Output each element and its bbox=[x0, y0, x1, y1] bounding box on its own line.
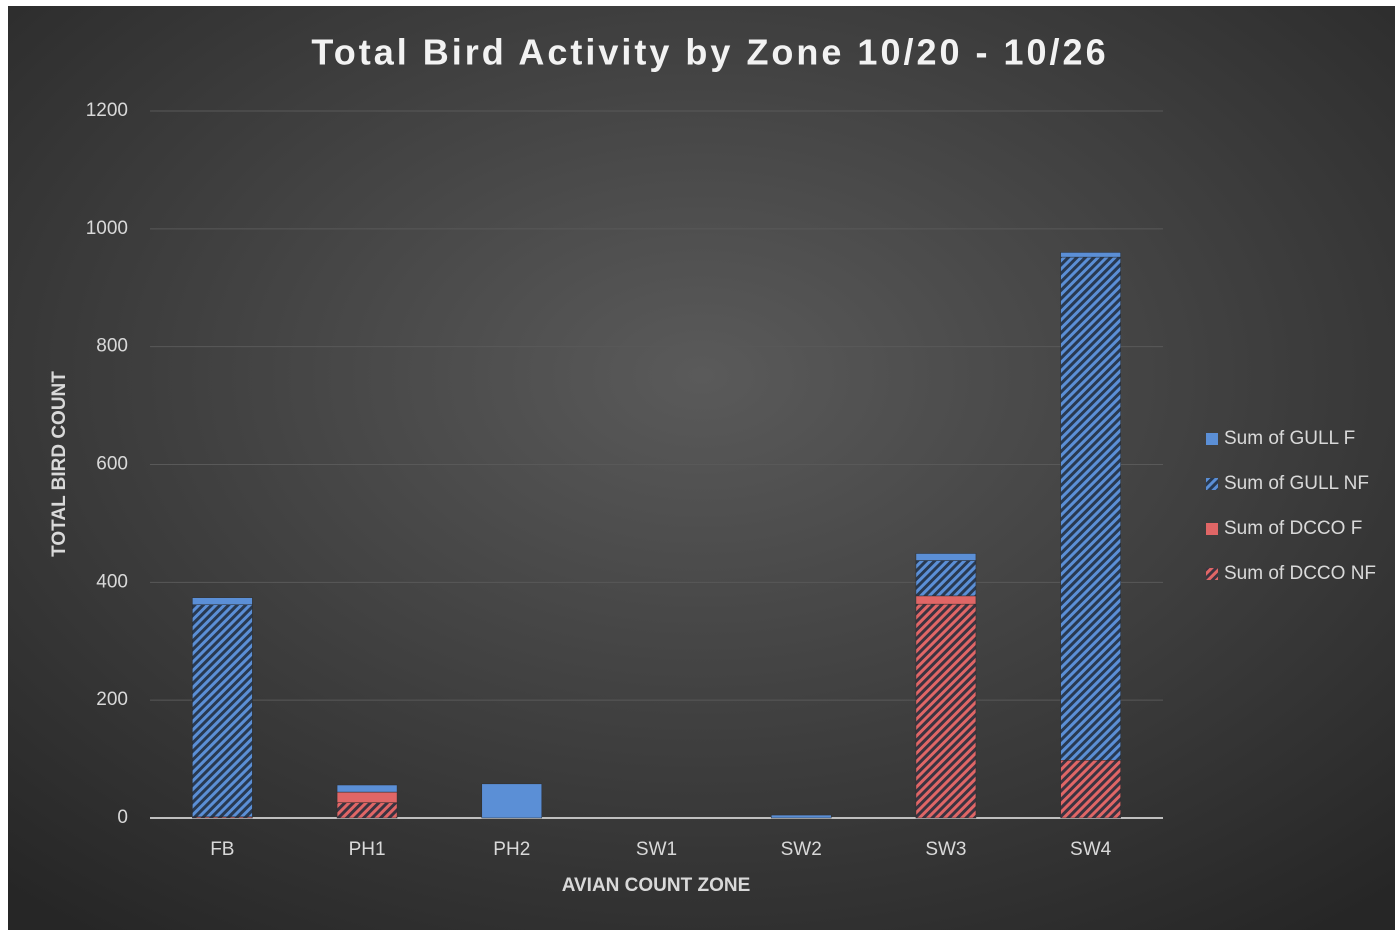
bar-segment bbox=[192, 597, 253, 605]
bar-segment bbox=[336, 791, 398, 803]
y-tick-label: 400 bbox=[96, 571, 128, 592]
x-tick-label: SW3 bbox=[925, 839, 966, 860]
legend-label: Sum of DCCO F bbox=[1224, 518, 1362, 539]
bar-segment bbox=[336, 802, 398, 819]
legend-swatch bbox=[1206, 568, 1218, 580]
legend-swatch bbox=[1206, 523, 1218, 535]
bar-segment bbox=[770, 814, 832, 819]
y-tick-label: 200 bbox=[96, 689, 128, 710]
x-tick-label: SW4 bbox=[1070, 839, 1112, 860]
bar-segment bbox=[1060, 760, 1121, 819]
y-tick-label: 800 bbox=[96, 336, 128, 357]
chart-title: Total Bird Activity by Zone 10/20 - 10/2… bbox=[311, 32, 1108, 73]
x-tick-label: PH1 bbox=[349, 839, 386, 860]
legend-swatch bbox=[1206, 478, 1218, 490]
bar-segment bbox=[481, 783, 543, 819]
x-tick-label: PH2 bbox=[493, 839, 530, 860]
legend-swatch bbox=[1206, 433, 1218, 445]
legend-label: Sum of DCCO NF bbox=[1224, 563, 1376, 584]
legend-label: Sum of GULL NF bbox=[1224, 473, 1369, 494]
bar-segment bbox=[915, 560, 977, 597]
x-tick-label: SW1 bbox=[636, 839, 677, 860]
bar-segment bbox=[336, 784, 398, 793]
bar-segment bbox=[915, 603, 977, 819]
y-tick-label: 0 bbox=[117, 807, 128, 828]
x-tick-label: FB bbox=[210, 839, 234, 860]
y-axis-title: TOTAL BIRD COUNT bbox=[49, 371, 70, 557]
bar-segment bbox=[1060, 256, 1121, 761]
y-tick-label: 1200 bbox=[86, 100, 128, 121]
y-tick-label: 600 bbox=[96, 454, 128, 475]
x-tick-label: SW2 bbox=[781, 839, 822, 860]
x-axis-title: AVIAN COUNT ZONE bbox=[562, 875, 751, 896]
bar-segment bbox=[1060, 252, 1121, 258]
legend-label: Sum of GULL F bbox=[1224, 428, 1355, 449]
bar-segment bbox=[915, 553, 977, 561]
y-tick-label: 1000 bbox=[86, 218, 128, 239]
bar-segment bbox=[915, 595, 977, 605]
bar-segment bbox=[192, 604, 253, 818]
